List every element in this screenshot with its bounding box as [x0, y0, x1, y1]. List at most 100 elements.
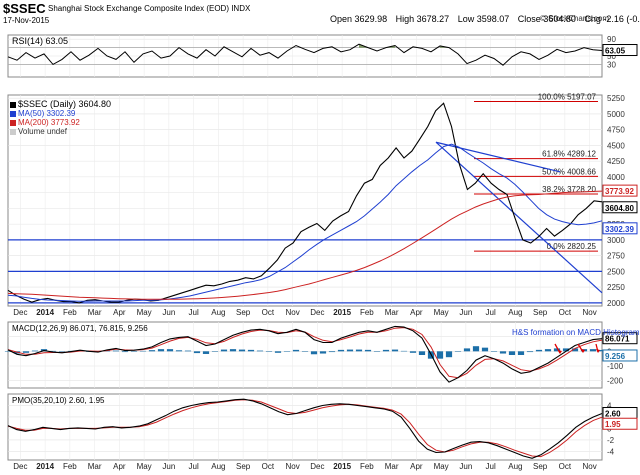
rsi-tick-label: 30 [607, 60, 616, 69]
price-x-label: May [137, 308, 152, 317]
price-legend: $SSEC (Daily) 3604.80 MA(50) 3302.39 MA(… [10, 99, 111, 136]
macd-histogram-bar [598, 349, 606, 352]
price-x-label: 2014 [36, 308, 54, 317]
close-value-label: 3604.80 [605, 204, 634, 213]
ma50-value: 3302.39 [605, 225, 634, 234]
ma50-legend: MA(50) 3302.39 [18, 109, 76, 118]
macd-histogram-bar [517, 351, 525, 355]
ma50-value-box [602, 222, 638, 235]
ma50-line [7, 143, 603, 302]
macd-hist-value: 9.256 [605, 352, 626, 361]
macd-title: MACD(12,26,9) 86.071, 76.815, 9.256 [12, 324, 148, 333]
price-tick-label: 4500 [607, 141, 625, 150]
macd-histogram-bar [229, 349, 237, 352]
price-x-label: Jun [162, 308, 175, 317]
macd-histogram-bar [256, 350, 264, 352]
arrow-head-icon [581, 349, 585, 353]
macd-histogram-bar [4, 351, 12, 352]
price-x-label: Nov [286, 308, 300, 317]
ma200-value-box [602, 184, 638, 197]
macd-histogram-bar [562, 348, 570, 352]
macd-histogram-bar [283, 351, 291, 352]
macd-histogram-bar [382, 349, 390, 352]
macd-histogram-bar [337, 349, 345, 352]
fib-label: 100.0% 5197.07 [538, 92, 597, 101]
macd-tick-label: -200 [607, 377, 624, 386]
price-x-label: Apr [410, 308, 423, 317]
price-x-label: Jul [189, 308, 199, 317]
macd-tick-label: -100 [607, 362, 624, 371]
high-label: High [395, 14, 415, 24]
pmo-tick-label: -4 [607, 447, 615, 456]
low-value: 3598.07 [476, 14, 510, 24]
pmo-last-value: 2.60 [605, 410, 621, 419]
price-x-label: May [434, 308, 449, 317]
macd-histogram-bar [391, 349, 399, 352]
macd-line [7, 325, 603, 383]
date-label: 17-Nov-2015 [3, 16, 50, 25]
price-title: $SSEC (Daily) 3604.80 [18, 99, 112, 109]
pmo-x-label: Sep [533, 462, 548, 471]
pmo-x-label: Jun [459, 462, 472, 471]
pmo-x-label: Apr [410, 462, 423, 471]
rsi-tick-label: 50 [607, 52, 616, 61]
price-x-label: Oct [262, 308, 275, 317]
macd-histogram-bar [418, 351, 426, 355]
ohlc-readout: Open 3629.98 High 3678.27 Low 3598.07 Cl… [330, 14, 640, 24]
macd-histogram-bar [31, 350, 39, 352]
price-tick-label: 5000 [607, 110, 625, 119]
macd-histogram-bar [400, 350, 408, 352]
ma200-line [7, 190, 603, 300]
pmo-line [7, 398, 603, 459]
macd-histogram-bar [202, 351, 210, 354]
macd-histogram-bar [499, 351, 507, 354]
macd-last-value-box [602, 332, 638, 345]
price-x-label: Sep [236, 308, 251, 317]
arrow-head-icon [596, 349, 600, 353]
pmo-x-label: May [434, 462, 449, 471]
pmo-title: PMO(35,20,10) 2.60, 1.95 [12, 396, 105, 405]
price-x-label: Sep [533, 308, 548, 317]
macd-histogram-bar [364, 349, 372, 352]
price-x-label: Feb [360, 308, 374, 317]
macd-histogram-bar [445, 351, 453, 358]
macd-histogram-bar [436, 351, 444, 359]
close-value: 3604.80 [543, 14, 576, 24]
pmo-signal-line [7, 399, 603, 458]
pmo-x-label: 2015 [333, 462, 351, 471]
price-tick-label: 2000 [607, 299, 625, 308]
pmo-x-label: Jul [486, 462, 496, 471]
macd-histogram-bar [346, 349, 354, 352]
macd-hist-value-box [602, 349, 638, 362]
price-line [7, 102, 603, 304]
low-label: Low [457, 14, 475, 24]
downtrend-line [435, 141, 603, 294]
pmo-x-label: May [137, 462, 152, 471]
brand-watermark: © StockCharts.com [540, 14, 610, 23]
macd-histogram-bar [526, 351, 534, 353]
pmo-x-label: Feb [360, 462, 374, 471]
pmo-x-label: Aug [508, 462, 522, 471]
price-tick-label: 2750 [607, 252, 625, 261]
pmo-x-label: Feb [63, 462, 77, 471]
pmo-x-label: Sep [236, 462, 251, 471]
company-name: Shanghai Stock Exchange Composite Index … [48, 4, 251, 13]
macd-histogram-bar [310, 351, 318, 355]
fib-label: 50.0% 4008.66 [542, 167, 596, 176]
price-tick-label: 2250 [607, 283, 625, 292]
hs-annotation: H&S formation on MACD Histogram [512, 328, 640, 337]
fib-label: 61.8% 4289.12 [542, 150, 596, 159]
price-x-label: Oct [559, 308, 572, 317]
price-tick-label: 4250 [607, 157, 625, 166]
macd-histogram-bar [211, 351, 219, 352]
pmo-x-label: Jul [189, 462, 199, 471]
macd-histogram-bar [553, 348, 561, 352]
macd-histogram-bar [22, 351, 30, 353]
channel-top-line [435, 141, 561, 173]
macd-histogram-bar [247, 349, 255, 352]
macd-histogram-bar [265, 351, 273, 352]
macd-histogram-bar [130, 351, 138, 352]
price-x-label: Mar [88, 308, 102, 317]
rsi-last-value: 63.05 [605, 47, 626, 56]
